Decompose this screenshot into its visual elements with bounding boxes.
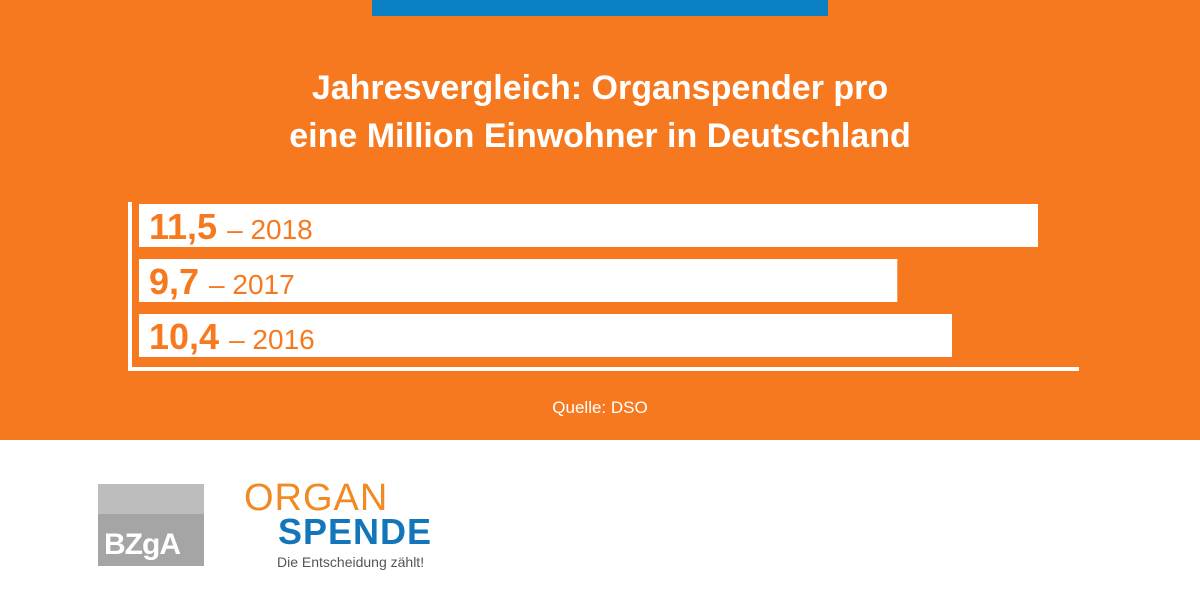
year-label-2017: – 2017 — [209, 269, 295, 300]
logo-tagline: Die Entscheidung zählt! — [277, 554, 425, 570]
bar-label-2018: 11,5 – 2018 — [149, 206, 313, 247]
top-accent-strip — [372, 0, 828, 16]
value-label-2018: 11,5 — [149, 206, 217, 247]
bar-label-2017: 9,7 – 2017 — [149, 261, 295, 302]
bzga-logo-band — [98, 484, 204, 514]
bzga-logo-text: BZgA — [104, 528, 181, 561]
year-label-2018: – 2018 — [227, 214, 313, 245]
bar-label-2016: 10,4 – 2016 — [149, 316, 315, 357]
bar-2017 — [139, 259, 898, 302]
source-note: Quelle: DSO — [552, 398, 648, 417]
organspende-logo: ORGAN SPENDE Die Entscheidung zählt! — [244, 478, 454, 578]
value-label-2016: 10,4 — [149, 316, 219, 357]
value-label-2017: 9,7 — [149, 261, 199, 302]
bar-2018 — [139, 204, 1038, 247]
organ-logo-word: ORGAN — [244, 477, 389, 519]
year-label-2016: – 2016 — [229, 324, 315, 355]
bzga-logo: BZgA — [98, 484, 204, 566]
chart-title-line-1: Jahresvergleich: Organspender pro — [311, 69, 889, 107]
chart-title: Jahresvergleich: Organspender pro eine M… — [0, 64, 1200, 160]
chart-title-line-2: eine Million Einwohner in Deutschland — [289, 117, 911, 155]
chart-axis — [128, 202, 1079, 371]
spende-logo-word: SPENDE — [278, 511, 433, 552]
bar-2016 — [139, 314, 953, 357]
bar-chart: 11,5 – 2018 9,7 – 2017 10,4 – 2016 — [128, 202, 1079, 371]
